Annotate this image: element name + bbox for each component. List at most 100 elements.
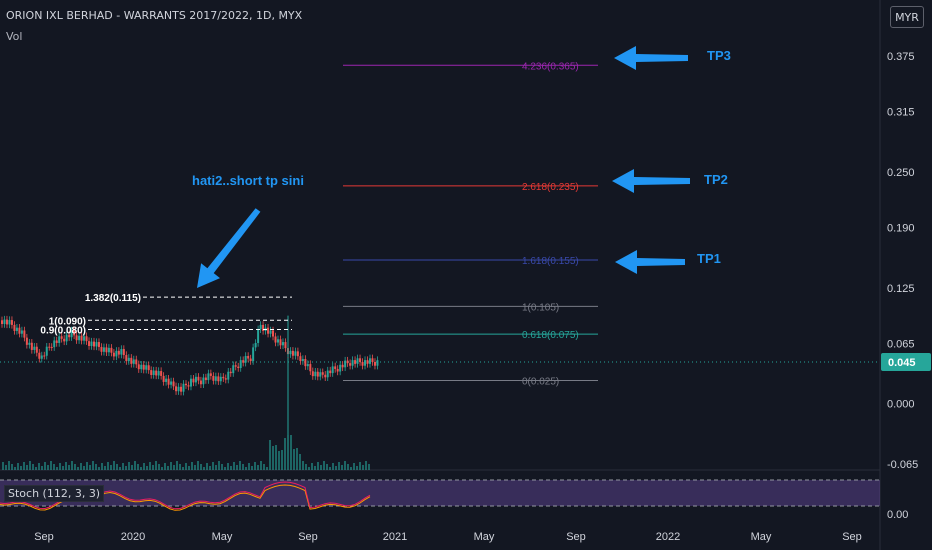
volume-bar <box>350 467 352 470</box>
volume-bar <box>29 461 31 470</box>
candle-body <box>3 319 6 324</box>
currency-button[interactable]: MYR <box>890 6 924 28</box>
candle-body <box>80 335 83 341</box>
volume-bar <box>17 463 19 470</box>
volume-bar <box>122 463 124 470</box>
candle-body <box>364 360 367 366</box>
volume-bar <box>170 462 172 470</box>
volume-bar <box>83 466 85 470</box>
last-price-badge <box>881 353 931 371</box>
candle-body <box>132 359 135 364</box>
volume-bar <box>152 465 154 470</box>
candle-body <box>279 339 282 346</box>
time-axis[interactable]: Sep 2020 May Sep 2021 May Sep 2022 May Sep <box>34 531 862 543</box>
candle-body <box>35 346 38 353</box>
volume-bar <box>140 467 142 470</box>
x-tick-label: 2022 <box>656 531 680 543</box>
candle-body <box>23 330 26 338</box>
fib-levels: 4.236(0.365) 2.618(0.235) 1.618(0.155) 1(0.… <box>343 61 598 388</box>
candle-body <box>13 324 16 331</box>
candle-body <box>376 360 379 366</box>
candle-body <box>326 370 329 378</box>
candle-body <box>366 360 369 364</box>
short-arrow <box>197 208 261 288</box>
volume-bar <box>98 467 100 470</box>
volume-bar <box>50 461 52 470</box>
volume-bar <box>113 461 115 470</box>
candle-body <box>269 330 272 334</box>
candle-body <box>162 375 165 382</box>
candle-body <box>309 364 312 372</box>
candle-body <box>252 347 255 362</box>
candle-body <box>274 336 277 343</box>
candle-body <box>68 334 71 338</box>
volume-bar <box>143 463 145 470</box>
tp2-arrow <box>612 169 690 193</box>
volume-bar <box>44 462 46 470</box>
volume-bar <box>68 465 70 470</box>
volume-bar <box>209 466 211 470</box>
volume-bar <box>116 464 118 470</box>
volume-bar <box>284 438 286 470</box>
candle-body <box>45 346 48 356</box>
volume-bar <box>353 463 355 470</box>
volume-bar <box>131 465 133 470</box>
candle-body <box>187 385 190 387</box>
volume-bar <box>272 446 274 470</box>
candle-body <box>334 366 337 369</box>
candle-body <box>192 378 195 383</box>
ext-label: 1.382(0.115) <box>85 293 141 304</box>
volume-bar <box>11 464 13 470</box>
volume-bar <box>362 465 364 470</box>
volume-bar <box>119 467 121 470</box>
candle-body <box>90 341 93 347</box>
volume-bar <box>344 461 346 470</box>
candle-body <box>237 366 240 369</box>
x-tick-label: May <box>474 531 495 543</box>
short-note: hati2..short tp sini <box>192 173 304 188</box>
candle-body <box>125 355 128 362</box>
volume-bar <box>74 464 76 470</box>
volume-bar <box>236 465 238 470</box>
volume-bar <box>263 464 265 470</box>
candle-body <box>130 357 133 364</box>
x-tick-label: May <box>751 531 772 543</box>
stoch-label[interactable]: Stoch (112, 3, 3) <box>4 485 105 502</box>
candle-body <box>172 381 175 387</box>
candle-body <box>272 330 275 337</box>
volume-bar <box>317 462 319 470</box>
candle-body <box>189 378 192 387</box>
candle-body <box>157 371 160 376</box>
volume-bar <box>89 465 91 470</box>
candle-body <box>356 358 359 364</box>
volume-bar <box>338 462 340 470</box>
candle-body <box>294 351 297 356</box>
candle-body <box>254 342 257 348</box>
volume-bar <box>95 464 97 470</box>
candle-body <box>373 362 376 366</box>
candle-body <box>185 383 187 386</box>
ext-label: 0.9(0.080) <box>40 326 86 337</box>
candle-body <box>209 373 212 376</box>
price-axis[interactable]: 0.375 0.315 0.250 0.190 0.125 0.065 0.000 -0.06… <box>881 51 931 521</box>
candle-body <box>281 342 284 346</box>
candle-body <box>329 370 332 374</box>
volume-bar <box>32 464 34 470</box>
volume-bar <box>8 461 10 470</box>
candle-body <box>267 327 270 334</box>
volume-bar <box>224 467 226 470</box>
candle-body <box>43 355 46 357</box>
volume-bar <box>260 461 262 470</box>
candle-body <box>289 350 292 355</box>
y-tick-label: 0.125 <box>887 283 915 295</box>
volume-bar <box>149 462 151 470</box>
candle-body <box>212 375 215 381</box>
candle-body <box>137 364 140 370</box>
candle-body <box>351 360 354 366</box>
candle-body <box>105 347 108 353</box>
chart-title: ORION IXL BERHAD - WARRANTS 2017/2022, 1… <box>6 9 303 22</box>
candle-body <box>97 342 100 347</box>
candle-body <box>65 334 68 342</box>
candle-body <box>60 336 63 339</box>
